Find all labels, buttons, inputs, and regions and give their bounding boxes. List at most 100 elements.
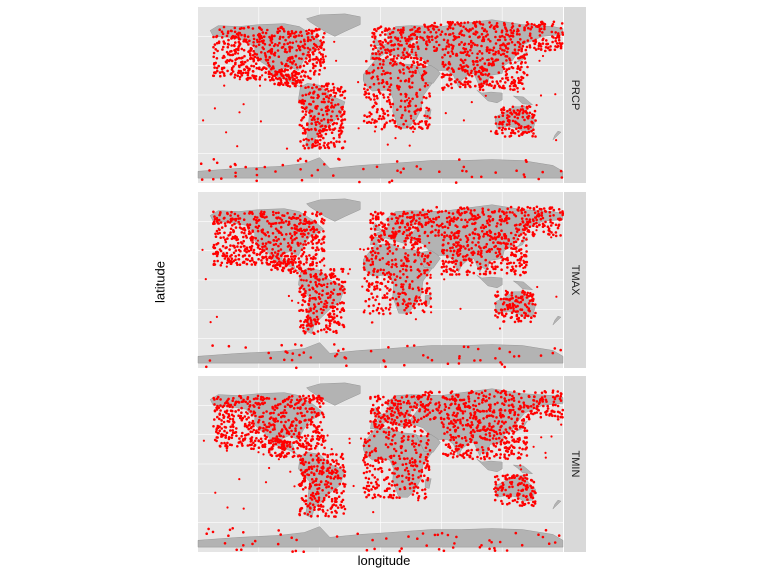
- station-point: [495, 310, 498, 313]
- station-point: [485, 242, 489, 246]
- station-point: [230, 59, 234, 63]
- station-point: [224, 224, 227, 228]
- station-point: [400, 259, 403, 262]
- station-point: [377, 117, 381, 121]
- facet-label-prcp: PRCP: [569, 80, 581, 111]
- station-point: [365, 280, 369, 283]
- station-point: [557, 208, 561, 211]
- station-point: [383, 278, 386, 281]
- station-point: [515, 230, 519, 233]
- station-point: [343, 470, 346, 473]
- station-point: [241, 60, 244, 64]
- station-point: [451, 246, 454, 249]
- station-point: [383, 296, 387, 299]
- station-point: [237, 64, 241, 68]
- station-point: [428, 251, 432, 255]
- station-point: [548, 48, 551, 52]
- station-point: [237, 401, 241, 404]
- station-point: [377, 216, 380, 219]
- station-point: [299, 218, 302, 222]
- station-point: [222, 433, 225, 437]
- station-point: [377, 251, 380, 255]
- station-point: [382, 63, 385, 66]
- station-point: [446, 39, 450, 42]
- station-point: [325, 324, 328, 327]
- station-point: [429, 231, 433, 234]
- station-point: [425, 287, 429, 291]
- station-point: [276, 419, 280, 423]
- station-point: [396, 76, 400, 80]
- station-point: [247, 249, 251, 253]
- station-point: [396, 244, 400, 248]
- station-point: [272, 53, 276, 56]
- station-point: [316, 132, 319, 136]
- station-point: [456, 254, 460, 257]
- station-point: [315, 55, 318, 59]
- station-point: [411, 97, 414, 101]
- station-point: [226, 445, 229, 448]
- station-point: [476, 63, 479, 67]
- station-point: [230, 257, 234, 261]
- station-point: [315, 315, 319, 319]
- station-point: [332, 128, 336, 132]
- station-point: [244, 247, 247, 251]
- station-point: [379, 211, 383, 214]
- station-point: [252, 236, 255, 239]
- station-point: [410, 48, 414, 51]
- station-point: [521, 108, 524, 111]
- station-point: [319, 53, 323, 56]
- station-point: [516, 52, 520, 55]
- station-point: [512, 29, 516, 32]
- station-point: [320, 220, 323, 223]
- station-point: [282, 221, 285, 224]
- station-point: [496, 254, 500, 257]
- station-point: [237, 414, 240, 418]
- station-point: [291, 261, 295, 265]
- station-point: [537, 214, 540, 218]
- station-point: [284, 48, 287, 51]
- station-point: [223, 425, 227, 429]
- station-point: [492, 46, 496, 49]
- station-point: [309, 407, 313, 411]
- station-point: [401, 302, 405, 306]
- station-point: [323, 483, 327, 486]
- station-point: [247, 232, 251, 236]
- station-point: [412, 304, 415, 308]
- station-point: [322, 144, 326, 147]
- station-point: [508, 210, 512, 214]
- station-point: [381, 115, 385, 118]
- station-point: [401, 113, 404, 117]
- station-point: [456, 225, 459, 228]
- station-point: [252, 37, 256, 41]
- station-point: [334, 103, 337, 107]
- station-point: [323, 100, 326, 104]
- station-point: [508, 59, 512, 62]
- station-point: [408, 144, 411, 147]
- station-point: [298, 513, 302, 517]
- station-point: [299, 411, 303, 415]
- station-point: [411, 125, 415, 129]
- station-point: [418, 125, 421, 129]
- station-point: [307, 138, 310, 142]
- station-point: [325, 304, 328, 308]
- station-point: [252, 44, 255, 47]
- station-point: [243, 438, 246, 441]
- station-point: [374, 210, 377, 214]
- facet-label-tmax: TMAX: [569, 265, 581, 296]
- station-point: [302, 243, 305, 246]
- station-point: [319, 269, 323, 272]
- station-point: [368, 312, 372, 315]
- station-point: [276, 216, 279, 220]
- station-point: [403, 99, 407, 103]
- station-point: [518, 33, 521, 36]
- station-point: [523, 271, 526, 275]
- station-point: [489, 130, 493, 133]
- station-point: [520, 252, 523, 255]
- station-point: [317, 248, 320, 251]
- land-mass: [476, 89, 503, 104]
- station-point: [380, 73, 384, 76]
- station-point: [494, 357, 497, 360]
- station-point: [276, 262, 279, 265]
- station-point: [262, 420, 265, 424]
- station-point: [333, 305, 337, 309]
